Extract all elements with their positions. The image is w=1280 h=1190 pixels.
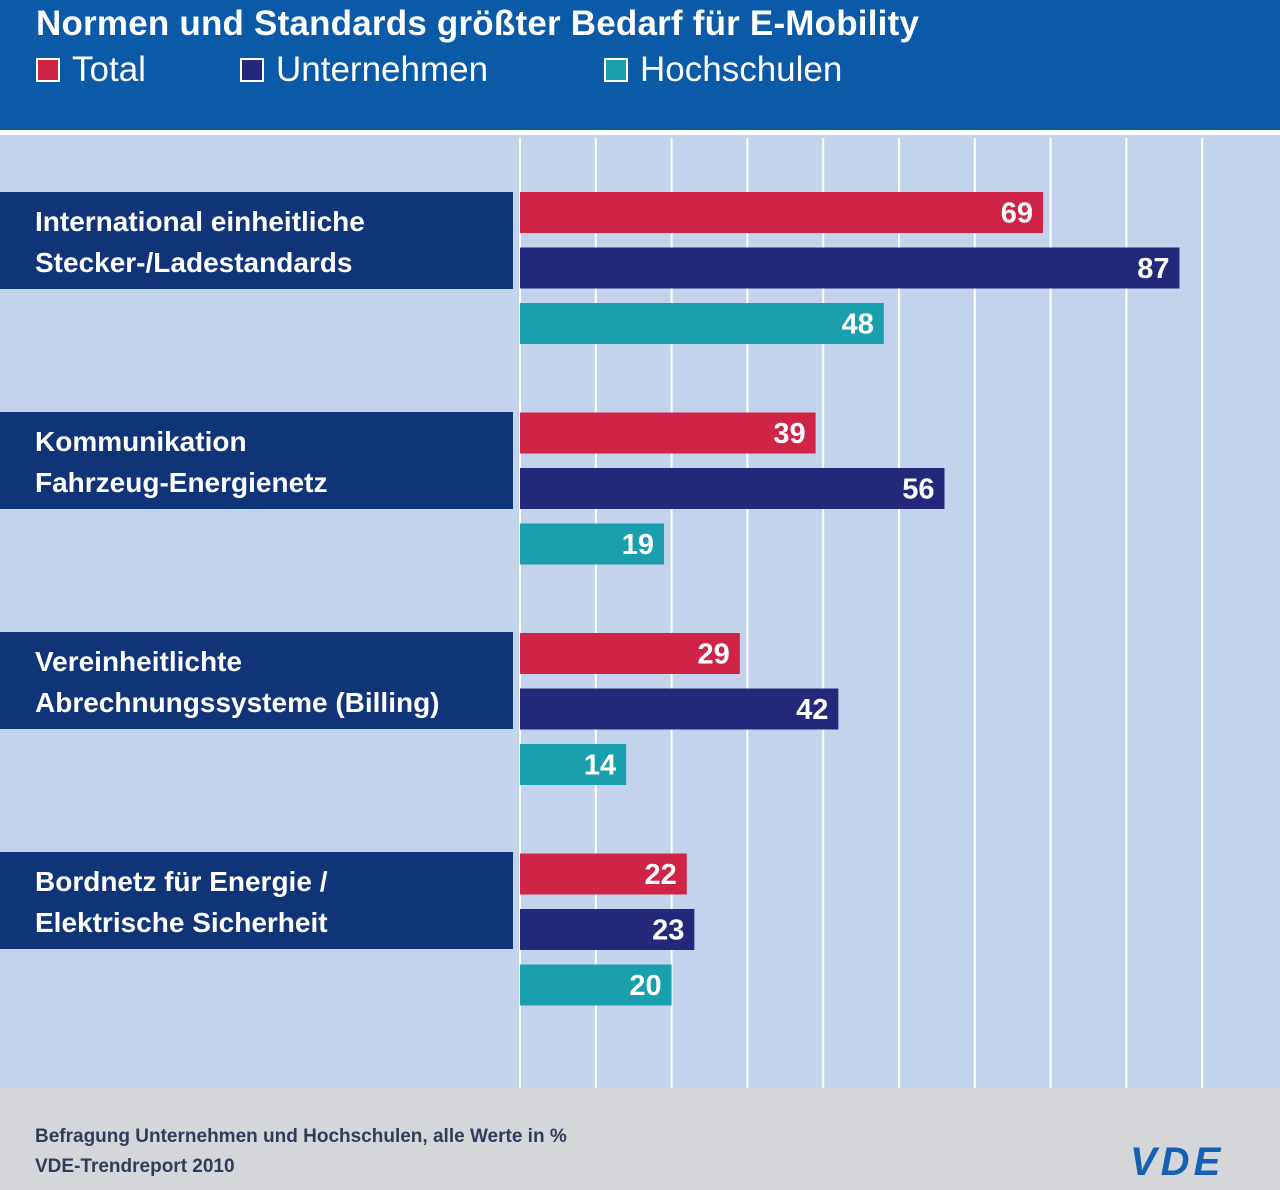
vde-logo: VDE [1130, 1140, 1225, 1184]
bar-unternehmen-2 [520, 688, 839, 730]
legend-item-total: Total [36, 50, 146, 90]
bar-value-label-unternehmen-2: 42 [796, 694, 828, 726]
chart-header [0, 0, 1280, 130]
legend-swatch-hochschulen [604, 58, 628, 82]
legend-item-hochschulen: Hochschulen [604, 50, 842, 90]
category-label-0-line-2: Stecker-/Ladestandards [35, 247, 353, 278]
legend-label-unternehmen: Unternehmen [276, 50, 489, 89]
bar-value-label-total-1: 39 [773, 418, 805, 450]
bar-value-label-total-0: 69 [1001, 198, 1033, 230]
category-label-0: International einheitliche Stecker-/Lade… [0, 192, 513, 289]
bar-unternehmen-3 [520, 909, 695, 950]
category-label-3: Bordnetz für Energie / Elektrische Siche… [0, 852, 513, 949]
legend-label-total: Total [72, 50, 146, 89]
bar-value-label-unternehmen-0: 87 [1137, 253, 1169, 285]
bar-value-label-unternehmen-3: 23 [652, 915, 684, 947]
category-label-3-line-1: Bordnetz für Energie / [35, 866, 328, 897]
bar-value-label-hochschulen-3: 20 [629, 970, 661, 1002]
chart-footer [0, 1088, 1280, 1190]
bar-unternehmen-1 [520, 468, 945, 509]
bar-total-1 [520, 412, 816, 454]
bar-hochschulen-1 [520, 523, 665, 565]
bar-value-label-total-3: 22 [644, 859, 676, 891]
category-label-2: Vereinheitlichte Abrechnungssysteme (Bil… [0, 632, 513, 729]
bar-total-3 [520, 853, 687, 895]
category-label-2-line-2: Abrechnungssysteme (Billing) [35, 687, 440, 718]
category-label-2-line-1: Vereinheitlichte [35, 646, 242, 677]
bar-unternehmen-0 [520, 247, 1180, 289]
bar-total-0 [520, 192, 1044, 233]
bar-total-2 [520, 633, 740, 674]
bar-hochschulen-2 [520, 744, 627, 785]
footer-note: Befragung Unternehmen und Hochschulen, a… [35, 1126, 567, 1147]
bar-value-label-unternehmen-1: 56 [902, 474, 934, 506]
category-label-0-line-1: International einheitliche [35, 206, 365, 237]
legend-swatch-total [36, 58, 60, 82]
bar-value-label-total-2: 29 [698, 639, 730, 671]
bar-value-label-hochschulen-0: 48 [842, 309, 874, 341]
category-label-3-line-2: Elektrische Sicherheit [35, 907, 328, 938]
chart-title: Normen und Standards größter Bedarf für … [36, 4, 920, 43]
header-divider [0, 130, 1280, 135]
category-label-1-line-2: Fahrzeug-Energienetz [35, 467, 328, 498]
category-label-1-line-1: Kommunikation [35, 426, 247, 457]
bar-value-label-hochschulen-2: 14 [584, 750, 616, 782]
legend-swatch-unternehmen [240, 58, 264, 82]
bar-hochschulen-0 [520, 303, 884, 344]
bar-hochschulen-3 [520, 964, 672, 1006]
footer-source: VDE-Trendreport 2010 [35, 1156, 235, 1177]
category-label-1: Kommunikation Fahrzeug-Energienetz [0, 412, 513, 509]
bar-chart-plot: 0102030405060708090698748395619294214222… [519, 138, 1204, 1088]
legend-item-unternehmen: Unternehmen [240, 50, 488, 90]
legend-label-hochschulen: Hochschulen [640, 50, 843, 89]
bar-value-label-hochschulen-1: 19 [622, 529, 654, 561]
